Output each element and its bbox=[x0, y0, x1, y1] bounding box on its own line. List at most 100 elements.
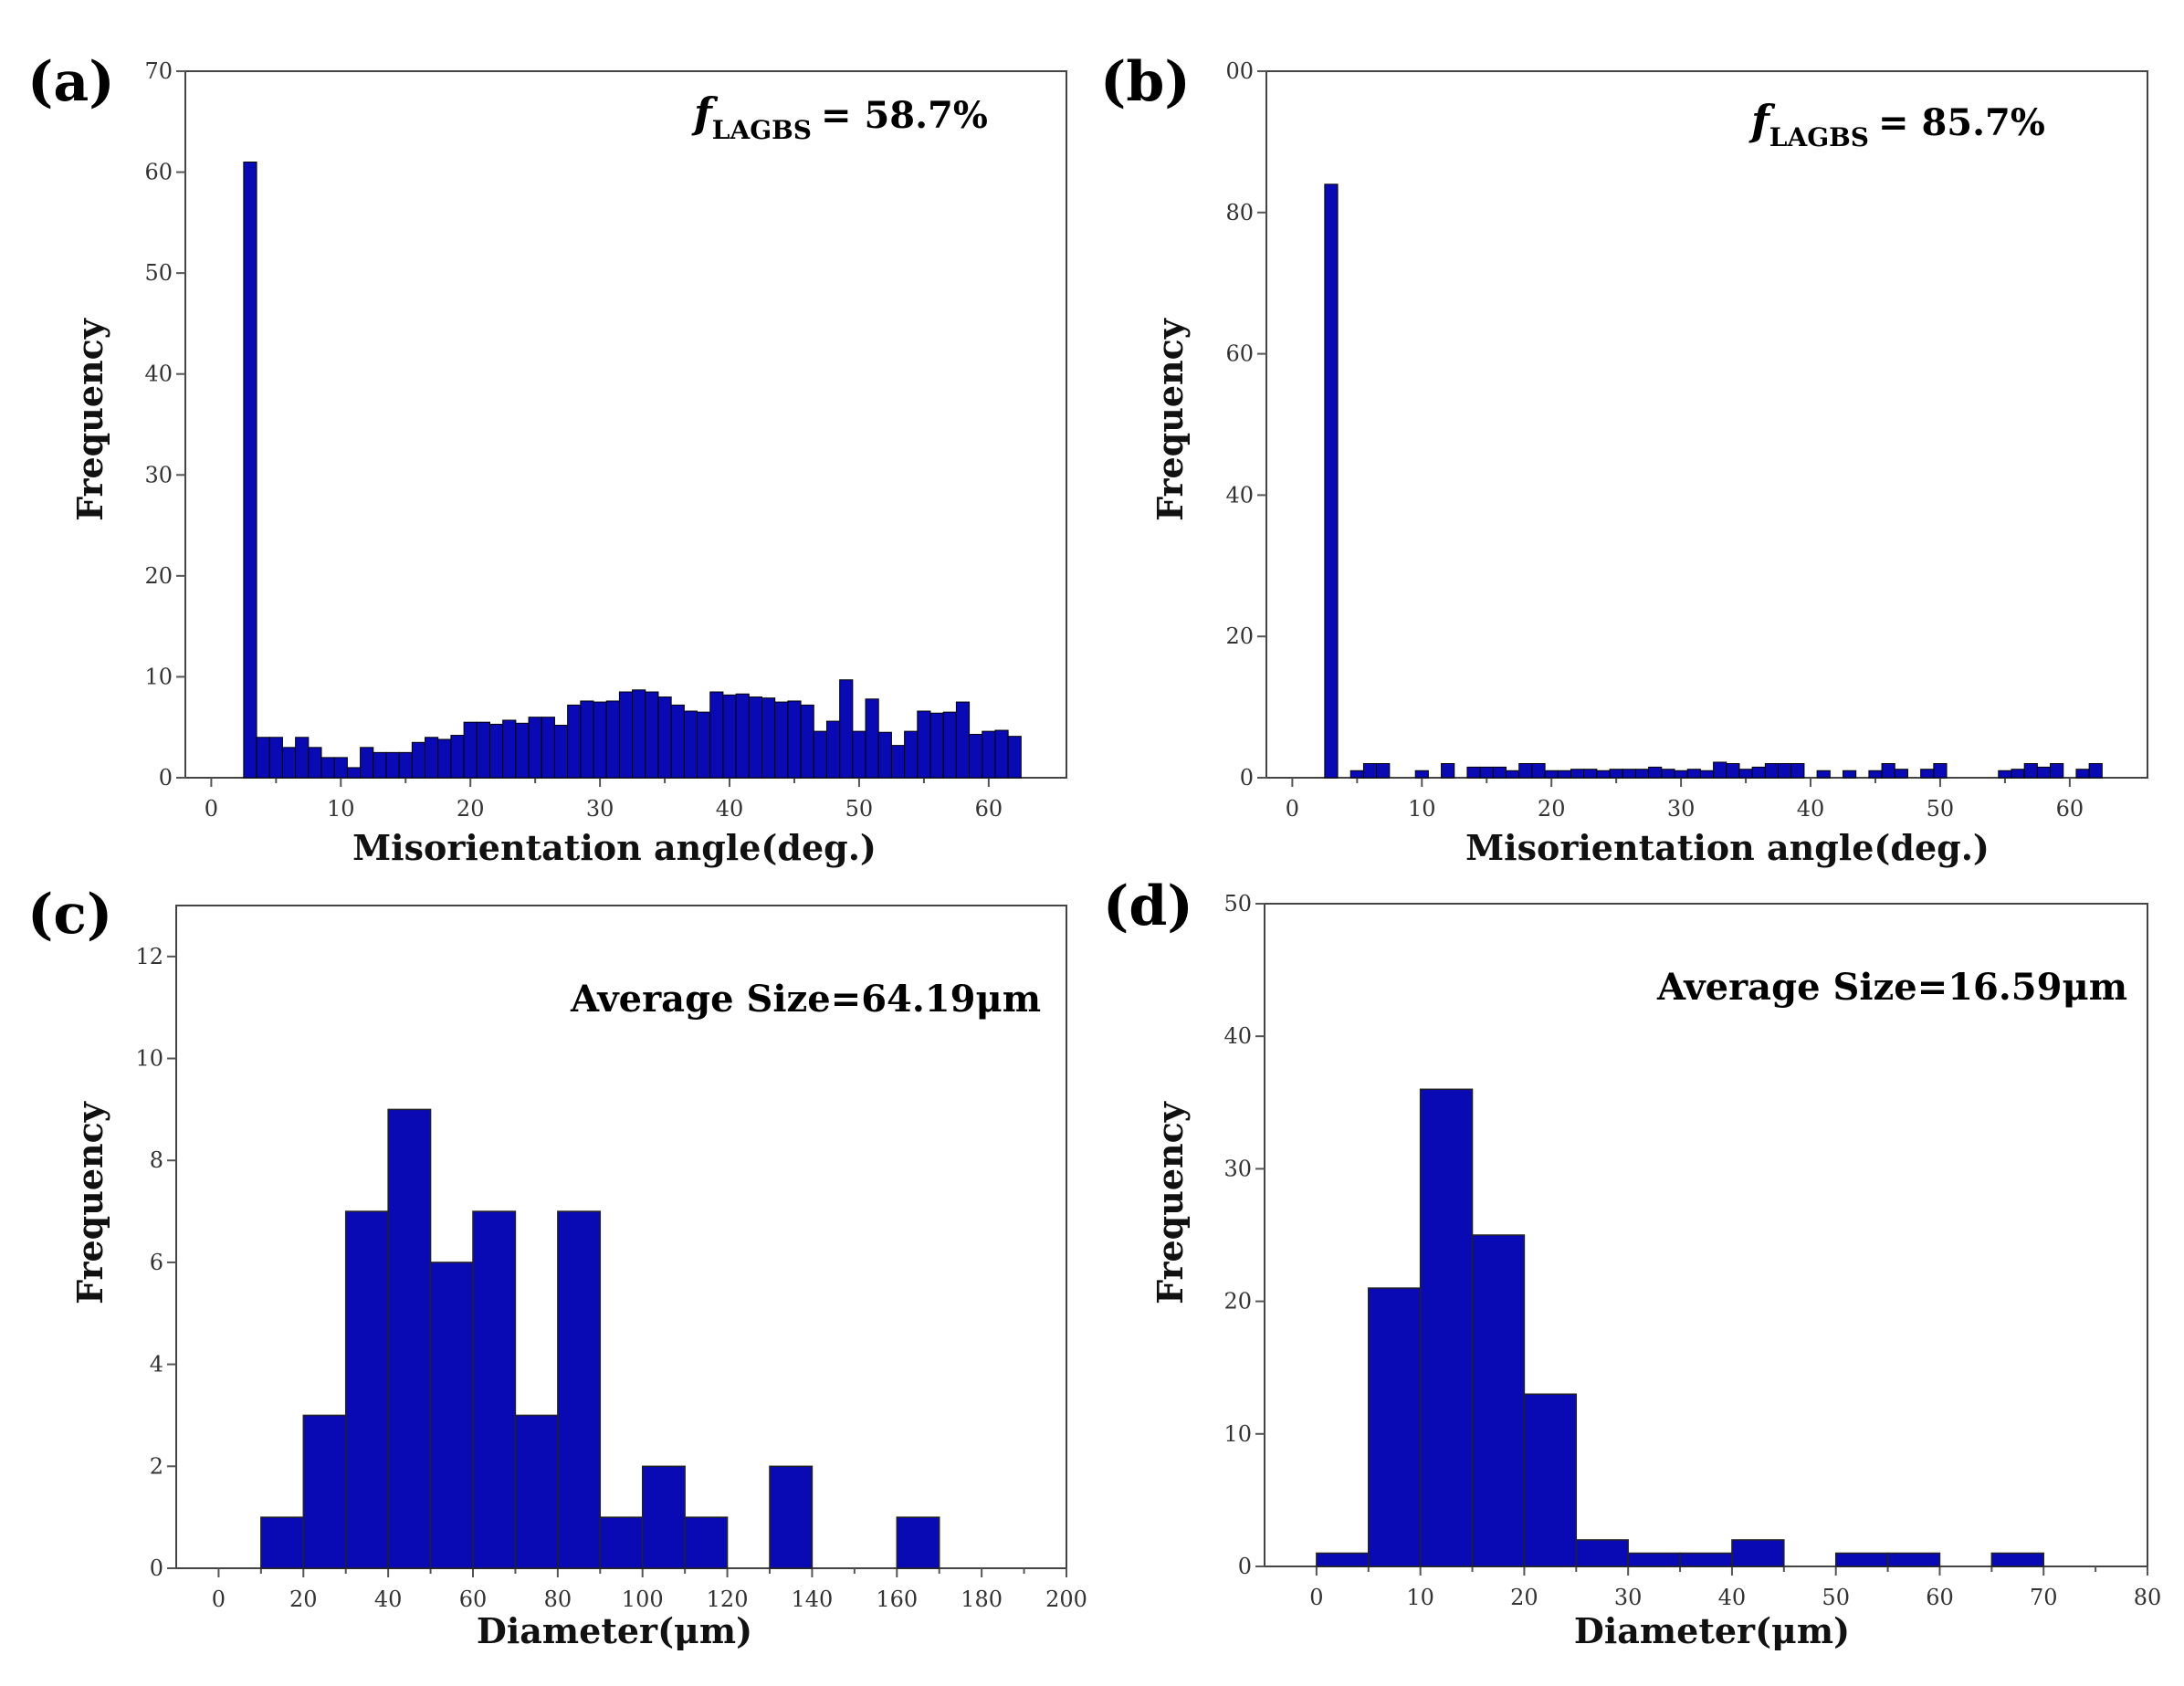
x-axis-label-b: Misorientation angle(deg.) bbox=[1465, 827, 1990, 868]
x-tick-label: 40 bbox=[1797, 796, 1825, 822]
x-tick-label: 60 bbox=[2056, 796, 2084, 822]
bar-a-30 bbox=[632, 689, 646, 779]
y-tick-label: 40 bbox=[1223, 1023, 1252, 1049]
bar-b-10 bbox=[1518, 763, 1533, 779]
x-tick-label: 160 bbox=[876, 1587, 918, 1612]
y-tick-label: 20 bbox=[1223, 1289, 1252, 1314]
annotation-d: Average Size=16.59μm bbox=[1656, 966, 2127, 1009]
y-tick-label: 0 bbox=[1238, 1554, 1252, 1579]
bar-d-6 bbox=[1627, 1552, 1681, 1567]
bar-a-16 bbox=[450, 735, 465, 779]
bar-a-2 bbox=[268, 737, 283, 779]
bar-b-15 bbox=[1583, 769, 1598, 779]
annotation-b: fLAGBS = 85.7% bbox=[1748, 96, 2045, 152]
bar-a-8 bbox=[346, 767, 362, 779]
y-tick-label: 0 bbox=[159, 765, 173, 791]
bar-d-5 bbox=[1575, 1539, 1629, 1567]
bar-b-16 bbox=[1596, 770, 1611, 779]
bar-b-2 bbox=[1362, 763, 1378, 779]
bar-b-26 bbox=[1726, 763, 1740, 779]
x-tick-label: 50 bbox=[1822, 1585, 1850, 1610]
bar-c-3 bbox=[387, 1108, 432, 1569]
bar-a-21 bbox=[515, 722, 530, 779]
x-tick-label: 60 bbox=[459, 1587, 488, 1612]
y-tick-label: 20 bbox=[1225, 623, 1254, 649]
bar-a-38 bbox=[735, 693, 750, 779]
y-tick-label: 40 bbox=[1225, 482, 1254, 508]
y-tick-label: 2 bbox=[150, 1453, 163, 1479]
bar-a-19 bbox=[488, 723, 504, 779]
bar-a-11 bbox=[385, 751, 400, 779]
bar-a-41 bbox=[774, 701, 789, 779]
bar-a-23 bbox=[541, 717, 555, 779]
y-tick-label: 6 bbox=[150, 1250, 163, 1275]
bar-d-2 bbox=[1419, 1088, 1474, 1567]
bar-b-18 bbox=[1622, 769, 1636, 779]
bar-c-2 bbox=[344, 1210, 389, 1569]
chart-panel-a: (a) Frequency Misorientation angle(deg.)… bbox=[27, 50, 1067, 868]
bar-b-22 bbox=[1674, 770, 1688, 779]
y-tick-label: 40 bbox=[144, 361, 173, 387]
bar-a-17 bbox=[463, 721, 478, 779]
x-tick-label: 60 bbox=[975, 796, 1003, 822]
bar-b-8 bbox=[1492, 766, 1507, 779]
bar-c-7 bbox=[557, 1210, 602, 1569]
bar-b-24 bbox=[1699, 770, 1715, 779]
bar-d-10 bbox=[1886, 1552, 1941, 1567]
bar-b-34 bbox=[1868, 770, 1883, 779]
bar-b-6 bbox=[1466, 766, 1481, 779]
annotation-c: Average Size=64.19μm bbox=[570, 978, 1041, 1021]
bar-a-12 bbox=[398, 751, 413, 779]
bar-b-40 bbox=[2011, 769, 2025, 779]
bar-b-7 bbox=[1479, 766, 1494, 779]
y-tick-label: 8 bbox=[150, 1147, 163, 1173]
y-tick-label: 70 bbox=[144, 58, 173, 84]
y-tick-label: 50 bbox=[1223, 891, 1252, 916]
annotation-a: fLAGBS = 58.7% bbox=[691, 89, 988, 145]
y-tick-label: 0 bbox=[150, 1555, 163, 1581]
bar-a-39 bbox=[748, 696, 763, 779]
bar-b-44 bbox=[2075, 769, 2090, 779]
bar-a-43 bbox=[800, 704, 814, 779]
bar-c-1 bbox=[302, 1414, 347, 1569]
bar-a-4 bbox=[295, 737, 310, 779]
bar-b-0 bbox=[1324, 183, 1339, 779]
bar-d-0 bbox=[1316, 1552, 1370, 1567]
bar-a-34 bbox=[683, 710, 698, 779]
chart-panel-b: (b) Frequency Misorientation angle(deg.)… bbox=[1100, 50, 2148, 868]
x-tick-label: 30 bbox=[1614, 1585, 1643, 1610]
bar-b-1 bbox=[1349, 770, 1364, 779]
x-tick-label: 60 bbox=[1926, 1585, 1954, 1610]
bar-c-11 bbox=[769, 1465, 814, 1569]
bar-c-5 bbox=[472, 1210, 517, 1569]
panel-label-d: (d) bbox=[1103, 874, 1193, 938]
x-tick-label: 80 bbox=[2134, 1585, 2162, 1610]
x-tick-label: 10 bbox=[1408, 796, 1436, 822]
bar-c-8 bbox=[599, 1516, 644, 1569]
x-tick-label: 200 bbox=[1045, 1587, 1087, 1612]
panel-label-a: (a) bbox=[27, 50, 115, 114]
bar-b-11 bbox=[1531, 763, 1546, 779]
y-axis-label-b: Frequency bbox=[1150, 318, 1191, 521]
bar-b-29 bbox=[1764, 763, 1780, 779]
bar-d-1 bbox=[1368, 1287, 1422, 1567]
bar-d-8 bbox=[1731, 1539, 1785, 1567]
bar-c-12 bbox=[896, 1516, 940, 1569]
bar-b-31 bbox=[1790, 763, 1805, 779]
x-tick-label: 10 bbox=[327, 796, 355, 822]
bar-b-33 bbox=[1843, 770, 1857, 779]
x-tick-label: 20 bbox=[457, 796, 485, 822]
bar-b-41 bbox=[2023, 763, 2038, 779]
bar-b-21 bbox=[1661, 769, 1675, 779]
y-tick-label: 0 bbox=[1240, 765, 1254, 791]
bar-a-44 bbox=[813, 730, 827, 779]
bar-a-25 bbox=[567, 704, 582, 779]
bar-b-28 bbox=[1751, 766, 1766, 779]
bar-b-36 bbox=[1894, 769, 1908, 779]
bar-a-48 bbox=[865, 698, 879, 779]
bar-a-32 bbox=[657, 696, 672, 779]
bar-a-20 bbox=[502, 719, 517, 779]
bar-a-28 bbox=[605, 700, 620, 779]
bar-b-30 bbox=[1778, 763, 1792, 779]
x-axis-label-a: Misorientation angle(deg.) bbox=[352, 827, 877, 868]
